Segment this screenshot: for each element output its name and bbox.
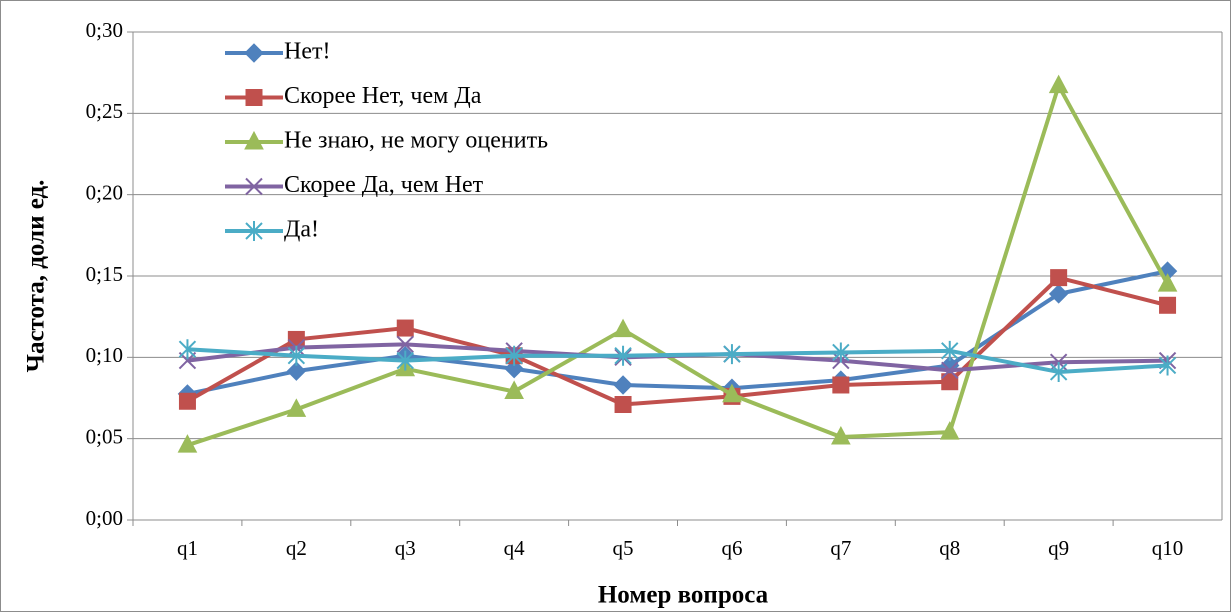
legend-label: Скорее Нет, чем Да xyxy=(284,83,482,109)
data-point xyxy=(1050,269,1068,287)
x-tick-label: q1 xyxy=(177,536,198,560)
data-point xyxy=(396,335,414,354)
data-point xyxy=(831,425,851,445)
data-point xyxy=(286,361,307,381)
y-tick-label: 0;10 xyxy=(86,343,123,367)
legend-label: Скорее Да, чем Нет xyxy=(284,172,484,198)
data-point xyxy=(1048,74,1069,94)
data-point xyxy=(1159,296,1177,314)
x-tick-label: q6 xyxy=(721,536,742,560)
legend-label: Нет! xyxy=(284,39,330,65)
data-point xyxy=(941,340,959,361)
legend-marker xyxy=(244,130,264,150)
x-tick-label: q7 xyxy=(830,536,851,560)
data-point xyxy=(504,380,524,399)
data-point xyxy=(287,345,306,366)
data-point xyxy=(178,392,196,410)
data-point xyxy=(178,339,197,360)
data-point xyxy=(939,421,960,440)
y-tick-label: 0;20 xyxy=(86,180,123,204)
data-point xyxy=(396,319,414,337)
y-tick-label: 0;30 xyxy=(86,18,123,42)
data-point xyxy=(286,398,307,417)
data-point xyxy=(613,375,633,395)
legend-marker xyxy=(245,89,263,106)
legend-marker xyxy=(245,177,263,196)
data-point xyxy=(287,330,305,348)
x-tick-label: q10 xyxy=(1152,536,1184,560)
data-point xyxy=(177,434,198,453)
x-tick-label: q5 xyxy=(613,536,634,560)
x-axis-title: Номер вопроса xyxy=(598,582,769,609)
data-point xyxy=(396,350,414,371)
y-axis-title: Частота, доли ед. xyxy=(23,180,50,373)
data-point xyxy=(614,396,632,414)
series-line xyxy=(186,83,1170,448)
data-point xyxy=(941,361,959,380)
data-point xyxy=(941,373,959,391)
x-tick-label: q4 xyxy=(504,536,526,560)
y-tick-label: 0;05 xyxy=(86,424,123,448)
y-tick-label: 0;25 xyxy=(86,99,123,123)
legend-marker xyxy=(244,43,264,63)
legend-marker xyxy=(245,221,263,241)
data-point xyxy=(504,359,524,379)
x-tick-label: q3 xyxy=(395,536,416,560)
x-tick-label: q9 xyxy=(1048,536,1069,560)
data-point xyxy=(613,318,633,338)
data-point xyxy=(1049,361,1068,382)
legend-label: Да! xyxy=(284,217,319,243)
x-tick-label: q8 xyxy=(939,536,960,560)
x-tick-label: q2 xyxy=(286,536,307,560)
data-point xyxy=(723,344,741,365)
y-tick-label: 0;15 xyxy=(86,262,123,286)
data-point xyxy=(1157,273,1178,292)
data-point xyxy=(614,345,632,366)
data-point xyxy=(832,342,850,363)
data-point xyxy=(722,383,742,403)
data-point xyxy=(505,345,523,366)
data-point xyxy=(1158,355,1177,376)
series-line xyxy=(186,275,1169,407)
y-tick-label: 0;00 xyxy=(86,506,123,530)
data-point xyxy=(832,376,850,394)
series-line xyxy=(187,347,1168,374)
legend-label: Не знаю, не могу оценить xyxy=(284,128,548,154)
data-point xyxy=(1048,284,1069,304)
